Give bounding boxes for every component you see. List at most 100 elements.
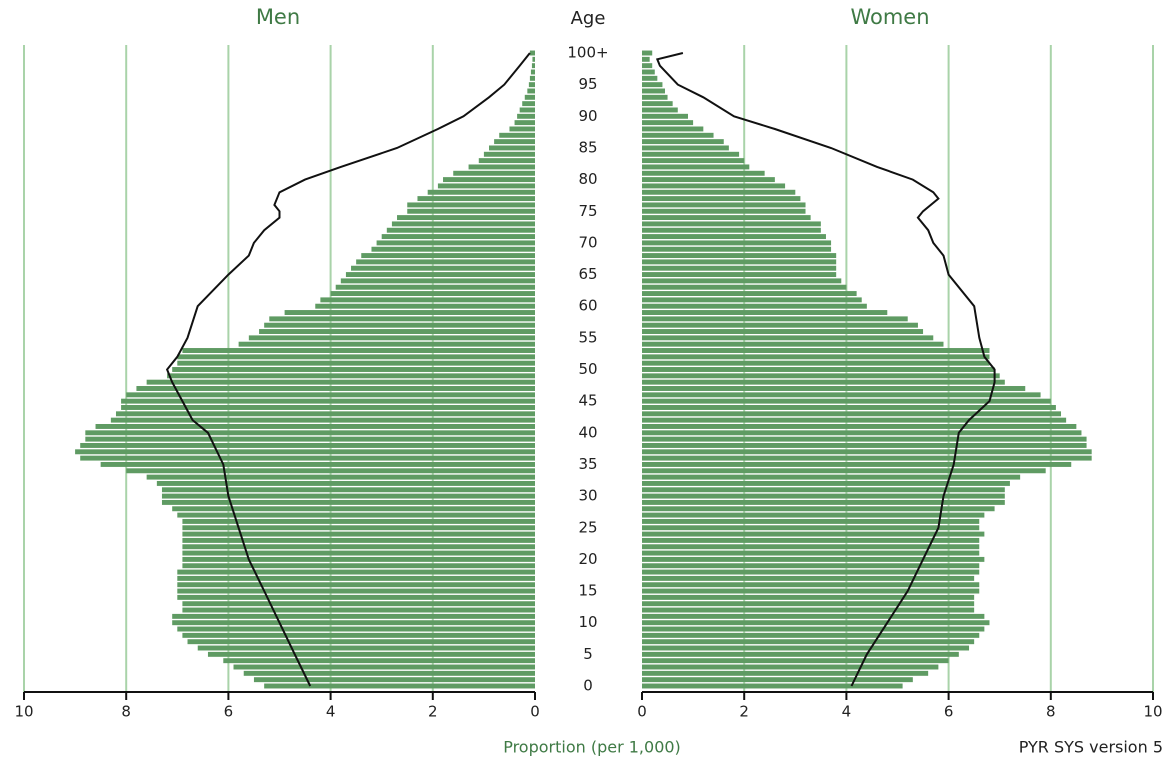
- bar: [642, 126, 704, 132]
- x-tick-label: 2: [739, 703, 749, 721]
- bar: [642, 645, 970, 651]
- bar: [642, 183, 786, 189]
- bar: [223, 658, 536, 664]
- x-axis-label: Proportion (per 1,000): [503, 738, 681, 757]
- bar: [642, 215, 811, 221]
- age-label: 90: [578, 107, 597, 125]
- bar: [642, 480, 1010, 486]
- bar: [177, 582, 536, 588]
- bar: [136, 386, 536, 391]
- bar: [284, 310, 535, 315]
- bar: [427, 189, 535, 195]
- bar: [361, 253, 535, 259]
- bar: [642, 82, 663, 88]
- bar: [531, 63, 535, 69]
- bar: [642, 265, 837, 271]
- bar: [642, 442, 1087, 448]
- bar: [642, 170, 765, 176]
- bar: [483, 151, 535, 157]
- age-label: 20: [578, 550, 597, 568]
- age-label: 70: [578, 233, 597, 251]
- bar: [642, 284, 847, 290]
- bar: [499, 132, 535, 138]
- bar: [642, 75, 658, 81]
- age-label: 5: [583, 645, 593, 663]
- bar: [642, 120, 694, 126]
- bar: [642, 664, 939, 670]
- bar: [519, 107, 535, 113]
- bar: [642, 107, 678, 113]
- bar: [182, 607, 535, 613]
- bar: [642, 677, 913, 683]
- bar: [85, 436, 535, 442]
- age-label: 75: [578, 202, 597, 220]
- bar: [146, 379, 535, 385]
- bar: [264, 322, 535, 328]
- bar: [182, 525, 535, 531]
- bar: [642, 449, 1092, 455]
- bar: [524, 94, 535, 100]
- bar: [478, 158, 535, 164]
- bar: [642, 563, 980, 569]
- bar: [177, 512, 536, 518]
- bar: [642, 316, 908, 322]
- bar: [146, 474, 535, 480]
- bar: [172, 506, 535, 512]
- bar: [642, 594, 975, 600]
- bar: [642, 227, 821, 233]
- bar: [642, 278, 842, 284]
- age-label: 10: [578, 613, 597, 631]
- bar: [642, 405, 1056, 410]
- age-label: 80: [578, 170, 597, 188]
- bar: [529, 50, 535, 56]
- age-label: 15: [578, 582, 597, 600]
- x-tick-label: 4: [326, 703, 336, 721]
- age-label: 30: [578, 487, 597, 505]
- bar: [642, 544, 980, 550]
- bar: [642, 620, 990, 626]
- bar: [642, 272, 837, 278]
- bar: [156, 480, 536, 486]
- bar: [233, 664, 535, 670]
- bar: [642, 632, 980, 638]
- x-tick-label: 8: [121, 703, 131, 721]
- bar: [182, 544, 535, 550]
- x-tick-label: 8: [1046, 703, 1056, 721]
- bar: [437, 183, 535, 189]
- bar: [238, 341, 535, 347]
- bar: [177, 575, 536, 581]
- bar: [443, 177, 535, 183]
- bar: [642, 613, 985, 619]
- bar: [642, 202, 806, 208]
- version-note: PYR SYS version 5: [1019, 738, 1163, 757]
- bar: [253, 677, 535, 683]
- bar: [335, 284, 535, 290]
- bar: [330, 291, 535, 297]
- bar: [642, 588, 980, 594]
- bar: [642, 341, 944, 347]
- bar: [642, 670, 929, 676]
- bar: [386, 227, 535, 233]
- bar: [642, 335, 934, 341]
- x-tick-label: 0: [637, 703, 647, 721]
- bar: [642, 651, 959, 657]
- bar: [642, 392, 1041, 398]
- bar: [642, 113, 688, 119]
- age-label: 0: [583, 677, 593, 695]
- age-title: Age: [571, 8, 606, 29]
- age-label: 85: [578, 138, 597, 156]
- bar: [642, 556, 985, 562]
- bar: [172, 367, 535, 372]
- bar: [642, 240, 832, 246]
- bar: [509, 126, 535, 132]
- bar: [177, 354, 536, 360]
- x-tick-label: 2: [428, 703, 438, 721]
- bar: [642, 373, 1000, 379]
- bar: [642, 537, 980, 543]
- bar: [80, 442, 536, 448]
- bar: [642, 639, 975, 645]
- bar: [161, 487, 535, 493]
- bar: [340, 278, 535, 284]
- bar: [642, 518, 980, 524]
- bar: [527, 88, 535, 94]
